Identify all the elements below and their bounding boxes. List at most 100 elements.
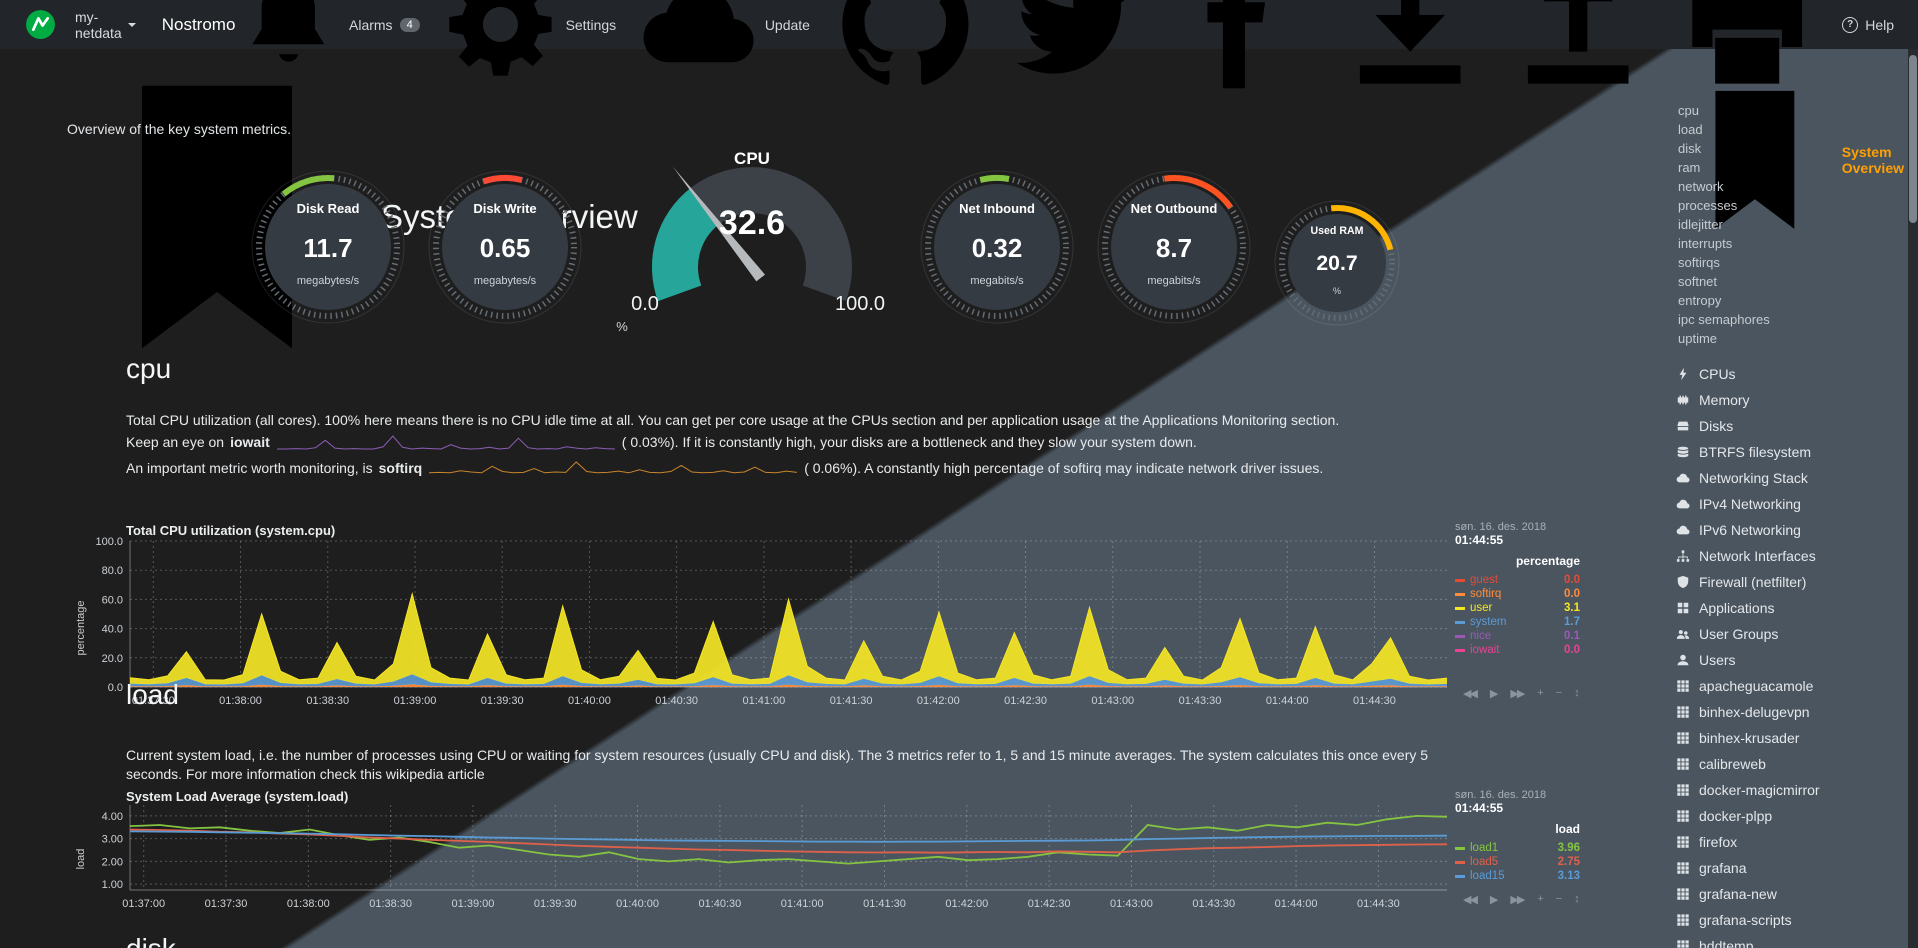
legend-item-softirq[interactable]: softirq 0.0 [1455,587,1580,601]
sidebar-item-binhex-delugevpn[interactable]: binhex-delugevpn [1676,699,1820,725]
sidebar-item-label: Applications [1699,600,1775,616]
play-button[interactable]: ▶ [1489,894,1499,906]
sidebar-item-networking-stack[interactable]: Networking Stack [1676,465,1820,491]
zoom-in-button[interactable]: + [1537,893,1544,905]
sidebar-item-docker-plpp[interactable]: docker-plpp [1676,803,1820,829]
sidebar-item-network-interfaces[interactable]: Network Interfaces [1676,543,1820,569]
help-button[interactable]: ? Help [1842,16,1894,33]
page-subtitle: Overview of the key system metrics. [67,121,292,137]
sidebar-item-grafana-new[interactable]: grafana-new [1676,881,1820,907]
sidebar-item-hddtemp[interactable]: hddtemp [1676,933,1820,948]
sidebar-item-ipv4-networking[interactable]: IPv4 Networking [1676,491,1820,517]
sidebar-item-applications[interactable]: Applications [1676,595,1820,621]
legend-item-nice[interactable]: nice 0.1 [1455,629,1580,643]
gauge-used-ram[interactable]: Used RAM 20.7% [1266,192,1408,334]
sidebar-item-cpus[interactable]: CPUs [1676,361,1820,387]
x-tick-label: 01:41:00 [742,695,785,707]
sidebar-item-disks[interactable]: Disks [1676,413,1820,439]
sidebar-item-disk[interactable]: disk [1678,141,1702,156]
legend-value: 0.0 [1564,588,1580,600]
resize-button[interactable]: ↕ [1574,893,1579,905]
legend-item-user[interactable]: user 3.1 [1455,601,1580,615]
y-tick-label: 100.0 [95,536,123,548]
x-tick-label: 01:39:00 [452,898,495,910]
facebook-link[interactable] [1169,0,1315,98]
legend-item-guest[interactable]: guest 0.0 [1455,573,1580,587]
bookmark-icon [1676,81,1834,239]
sidebar-subitems: cpu load disk ram network processes idlejitter… [1678,103,1770,350]
sidebar-item-firefox[interactable]: firefox [1676,829,1820,855]
scrollbar-thumb[interactable] [1909,55,1917,223]
sidebar-item-binhex-krusader[interactable]: binhex-krusader [1676,725,1820,751]
gauge-disk-write[interactable]: Disk Write 0.65 megabytes/s [420,162,590,332]
sidebar-item-uptime[interactable]: uptime [1678,331,1718,346]
sidebar-item-system-overview[interactable]: System Overview [1676,81,1904,239]
sidebar-item-memory[interactable]: Memory [1676,387,1820,413]
export-button[interactable] [1505,0,1651,98]
iowait-sparkline[interactable] [276,433,616,451]
sidebar-item-btrfs-filesystem[interactable]: BTRFS filesystem [1676,439,1820,465]
memory-icon [1676,393,1690,407]
import-button[interactable] [1337,0,1483,98]
settings-button[interactable]: Settings [442,0,616,83]
resize-button[interactable]: ↕ [1574,687,1579,699]
zoom-in-button[interactable]: + [1537,687,1544,699]
legend-name: load15 [1470,870,1505,882]
play-button[interactable]: ▶ [1489,688,1499,700]
pan-forward-button[interactable]: ▶▶ [1510,688,1525,700]
netdata-logo[interactable] [24,8,57,41]
load-chart[interactable]: 1.00 2.00 3.00 4.00 01:37:00 01:37:30 01:38:00… [74,799,1454,917]
cpu-gauge[interactable] [602,157,902,322]
legend-time: 01:44:55 [1455,801,1504,815]
sidebar-item-ipv6-networking[interactable]: IPv6 Networking [1676,517,1820,543]
sidebar-item-apacheguacamole[interactable]: apacheguacamole [1676,673,1820,699]
legend-item-system[interactable]: system 1.7 [1455,615,1580,629]
softirq-word: softirq [378,460,423,476]
sidebar-item-docker-magicmirror[interactable]: docker-magicmirror [1676,777,1820,803]
legend-item-load5[interactable]: load5 2.75 [1455,855,1580,869]
print-button[interactable] [1674,0,1820,98]
sidebar-item-load[interactable]: load [1678,122,1703,137]
sidebar-item-grafana-scripts[interactable]: grafana-scripts [1676,907,1820,933]
softirq-sparkline[interactable] [428,459,798,477]
scrollbar[interactable] [1908,49,1918,948]
sidebar-item-ram[interactable]: ram [1678,160,1701,175]
sidebar-item-cpu[interactable]: cpu [1678,103,1699,118]
sidebar-item-softirqs[interactable]: softirqs [1678,255,1720,270]
twitter-link[interactable] [1000,0,1146,98]
alarms-button[interactable]: Alarms 4 [235,0,420,78]
pan-forward-button[interactable]: ▶▶ [1510,894,1525,906]
legend-item-load15[interactable]: load15 3.13 [1455,869,1580,883]
facebook-icon [1169,0,1315,98]
sidebar-item-entropy[interactable]: entropy [1678,293,1722,308]
zoom-out-button[interactable]: − [1555,687,1563,699]
sidebar-item-network[interactable]: network [1678,179,1724,194]
sidebar-item-user-groups[interactable]: User Groups [1676,621,1820,647]
sidebar-item-processes[interactable]: processes [1678,198,1738,213]
gauge-net-outbound[interactable]: Net Outbound 8.7 megabits/s [1089,162,1259,332]
cpu-chart[interactable]: 0.0 20.0 40.0 60.0 80.0 100.0 01:37:30 01:38:00… [74,533,1454,715]
my-netdata-menu[interactable]: my-netdata [75,9,136,41]
legend-item-load1[interactable]: load1 3.96 [1455,841,1580,855]
sidebar-item-users[interactable]: Users [1676,647,1820,673]
x-tick-label: 01:43:30 [1179,695,1222,707]
sidebar-item-idlejitter[interactable]: idlejitter [1678,217,1723,232]
sidebar-item-softnet[interactable]: softnet [1678,274,1718,289]
legend-swatch [1455,846,1465,850]
section-heading-disk: disk [126,933,176,948]
legend-item-iowait[interactable]: iowait 0.0 [1455,643,1580,657]
gauge-net-inbound[interactable]: Net Inbound 0.32 megabits/s [912,162,1082,332]
sidebar-item-firewall-netfilter[interactable]: Firewall (netfilter) [1676,569,1820,595]
sidebar-item-grafana[interactable]: grafana [1676,855,1820,881]
update-button[interactable]: Update [638,0,810,84]
zoom-out-button[interactable]: − [1555,893,1563,905]
sidebar-item-interrupts[interactable]: interrupts [1678,236,1733,251]
pan-backward-button[interactable]: ◀◀ [1463,688,1478,700]
gauge-disk-read[interactable]: Disk Read 11.7 megabytes/s [243,162,413,332]
github-link[interactable] [832,0,978,98]
sidebar-item-calibreweb[interactable]: calibreweb [1676,751,1820,777]
pan-backward-button[interactable]: ◀◀ [1463,894,1478,906]
apps-icon [1676,601,1690,615]
sidebar-item-ipc-semaphores[interactable]: ipc semaphores [1678,312,1770,327]
legend-name: load5 [1470,856,1499,868]
